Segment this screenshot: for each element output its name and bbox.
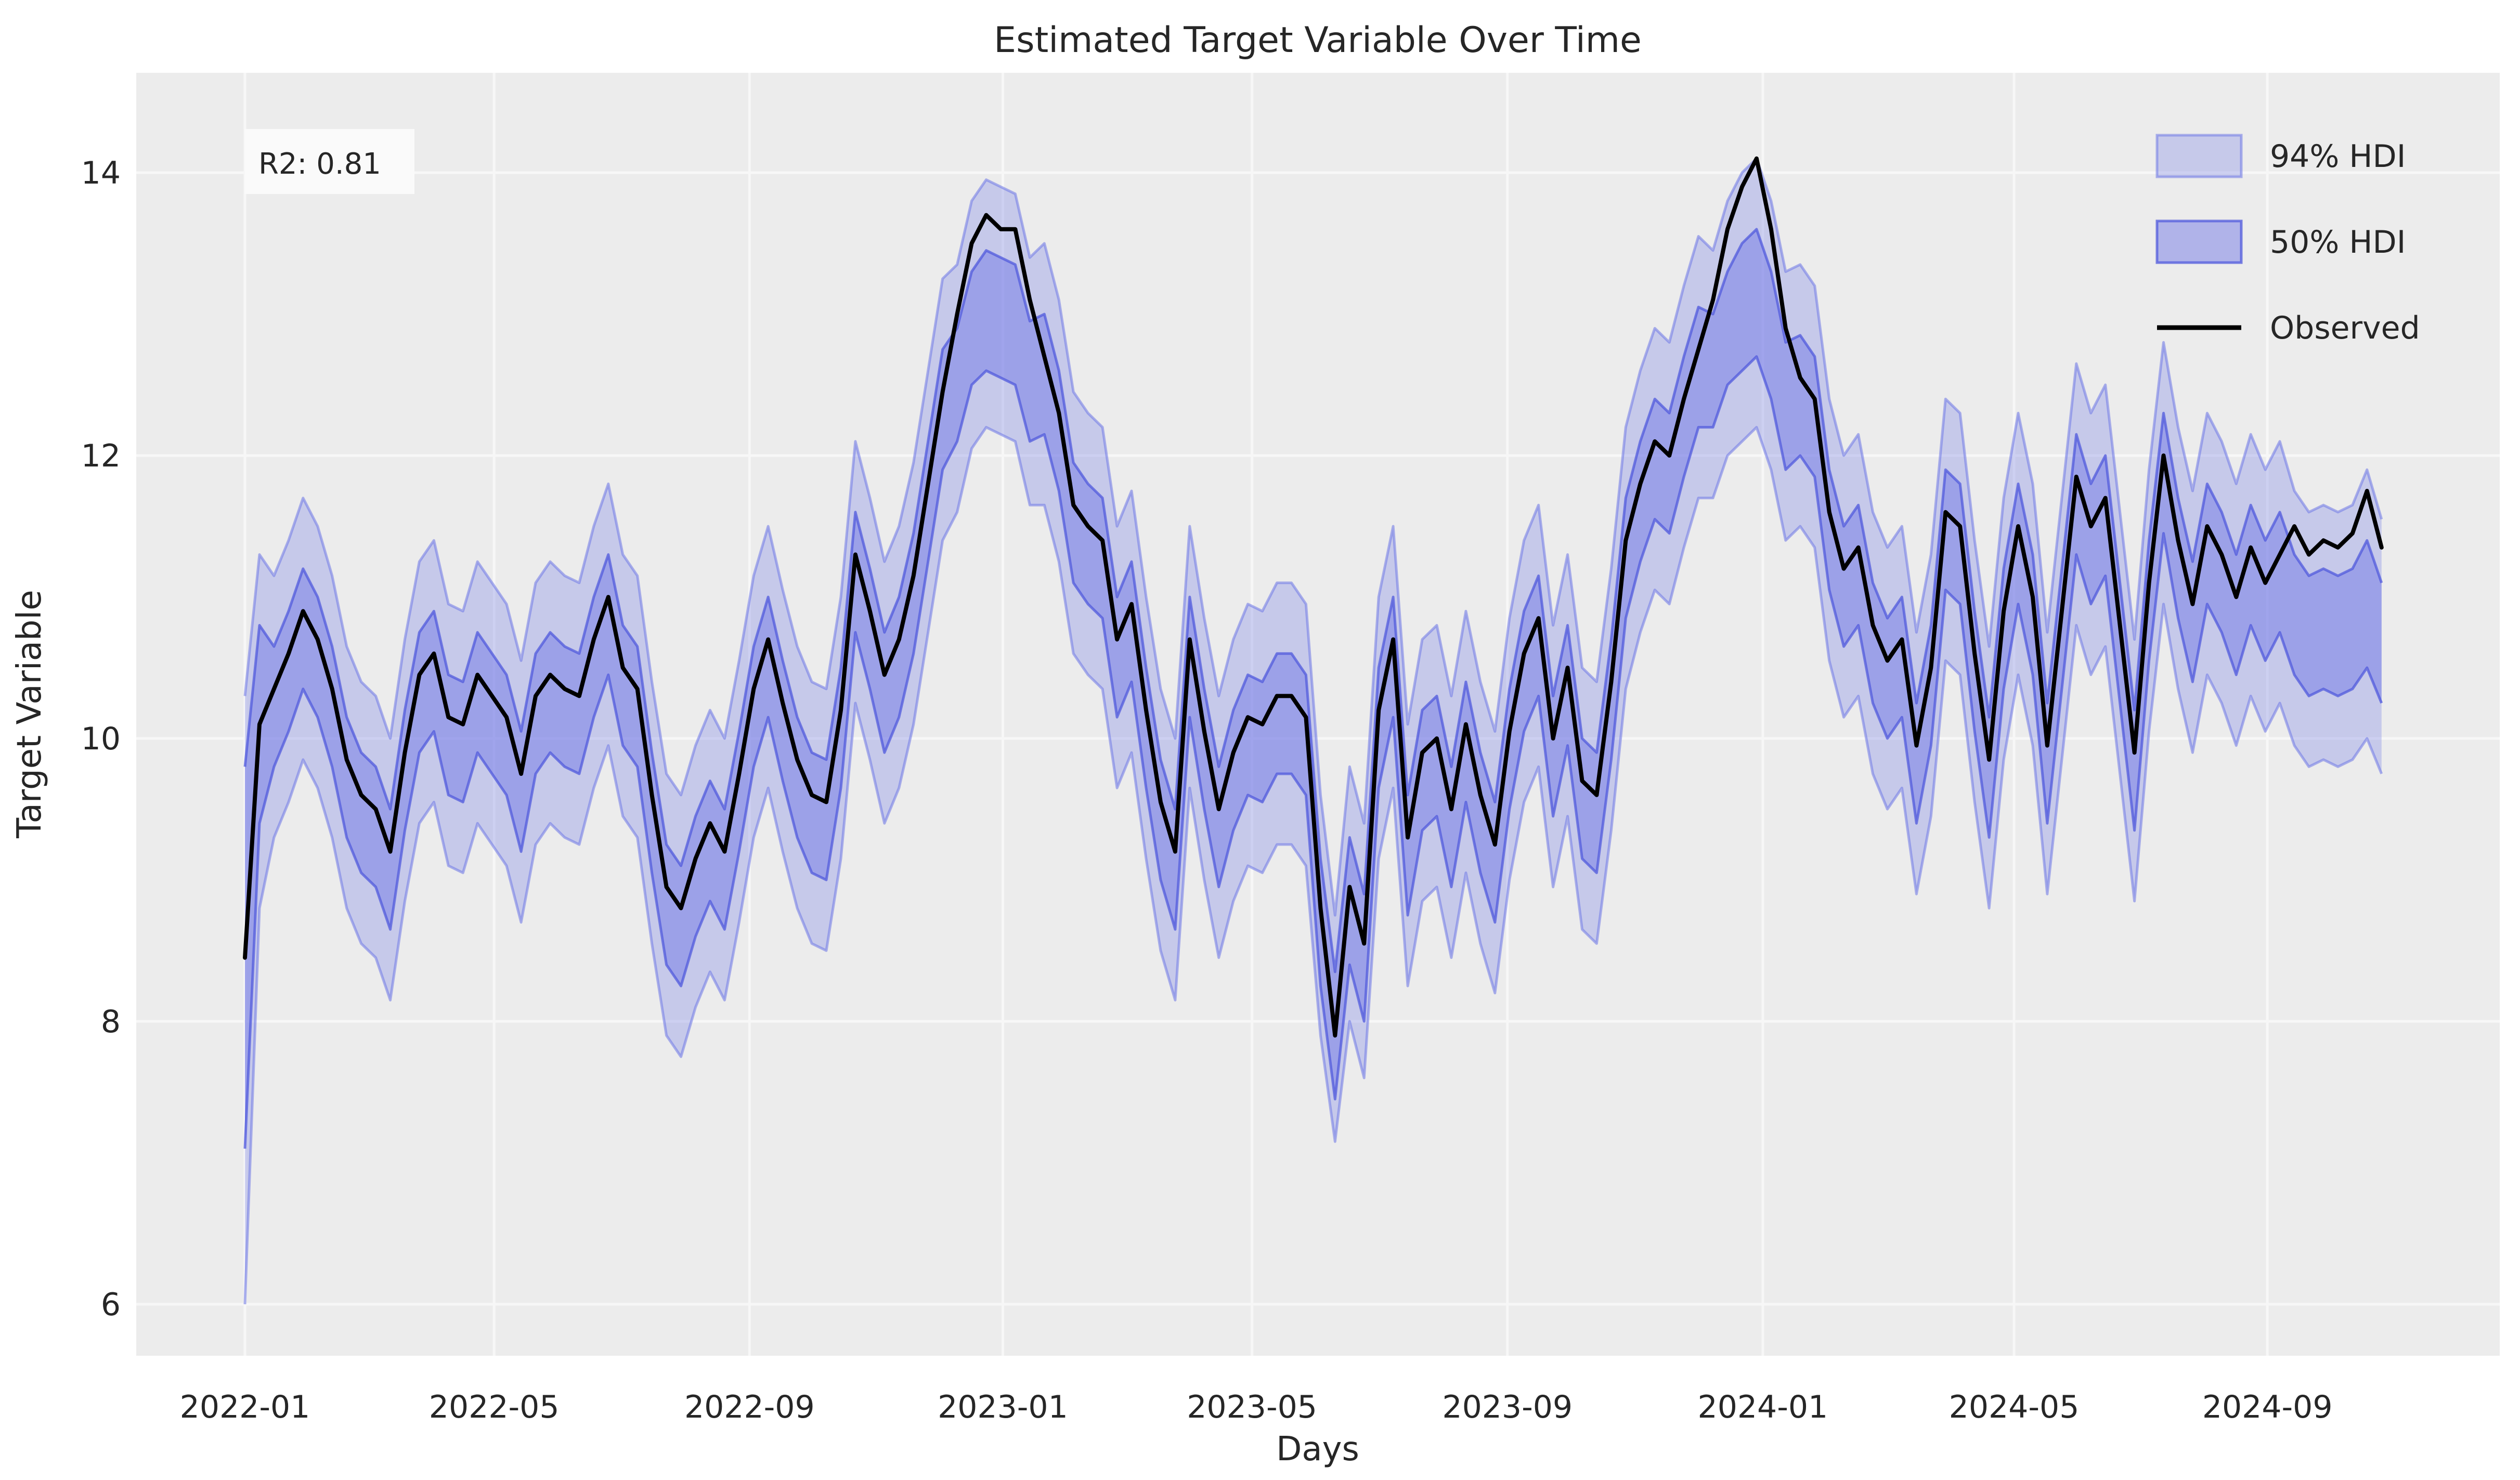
y-axis-label: Target Variable <box>10 590 49 838</box>
x-axis-label: Days <box>1276 1430 1359 1469</box>
y-tick-label: 10 <box>81 721 121 757</box>
observed-line <box>243 156 2384 1038</box>
y-tick-label: 8 <box>101 1004 121 1040</box>
x-tick-label: 2024-09 <box>2202 1389 2333 1425</box>
r2-annotation-box <box>245 129 414 194</box>
chart-title: Estimated Target Variable Over Time <box>994 20 1642 61</box>
x-tick-label: 2024-01 <box>1698 1389 1828 1425</box>
hdi94-lower-edge <box>243 426 2383 1305</box>
r2-annotation: R2: 0.81 <box>245 129 414 194</box>
legend-label-observed: Observed <box>2270 310 2420 346</box>
x-tick-label: 2022-05 <box>429 1389 560 1425</box>
y-tick-label: 12 <box>81 438 121 474</box>
x-tick-label: 2023-09 <box>1442 1389 1573 1425</box>
legend-label-94-hdi: 94% HDI <box>2270 138 2406 175</box>
hdi94-band <box>245 158 2382 1304</box>
series-layer <box>243 156 2384 1305</box>
legend-label-50-hdi: 50% HDI <box>2270 224 2406 261</box>
hdi50-lower-edge <box>243 355 2383 1149</box>
y-tick-label: 6 <box>101 1287 121 1323</box>
x-tick-label: 2023-01 <box>938 1389 1068 1425</box>
legend-swatch-94-hdi <box>2155 134 2243 178</box>
hdi50-upper-edge <box>243 228 2383 973</box>
r2-annotation-text: R2: 0.81 <box>258 147 381 181</box>
x-tick-label: 2022-01 <box>180 1389 310 1425</box>
hdi94-upper-edge <box>243 157 2383 917</box>
x-tick-label: 2023-05 <box>1187 1389 1317 1425</box>
legend: 94% HDI 50% HDI Observed <box>2155 134 2420 346</box>
x-tick-label: 2022-09 <box>684 1389 815 1425</box>
y-tick-label: 14 <box>81 155 121 191</box>
legend-swatch-50-hdi <box>2155 219 2243 264</box>
axis-ticks: 2022-01 2022-05 2022-09 2023-01 2023-05 2023-… <box>81 155 2333 1425</box>
x-tick-label: 2024-05 <box>1949 1389 2080 1425</box>
